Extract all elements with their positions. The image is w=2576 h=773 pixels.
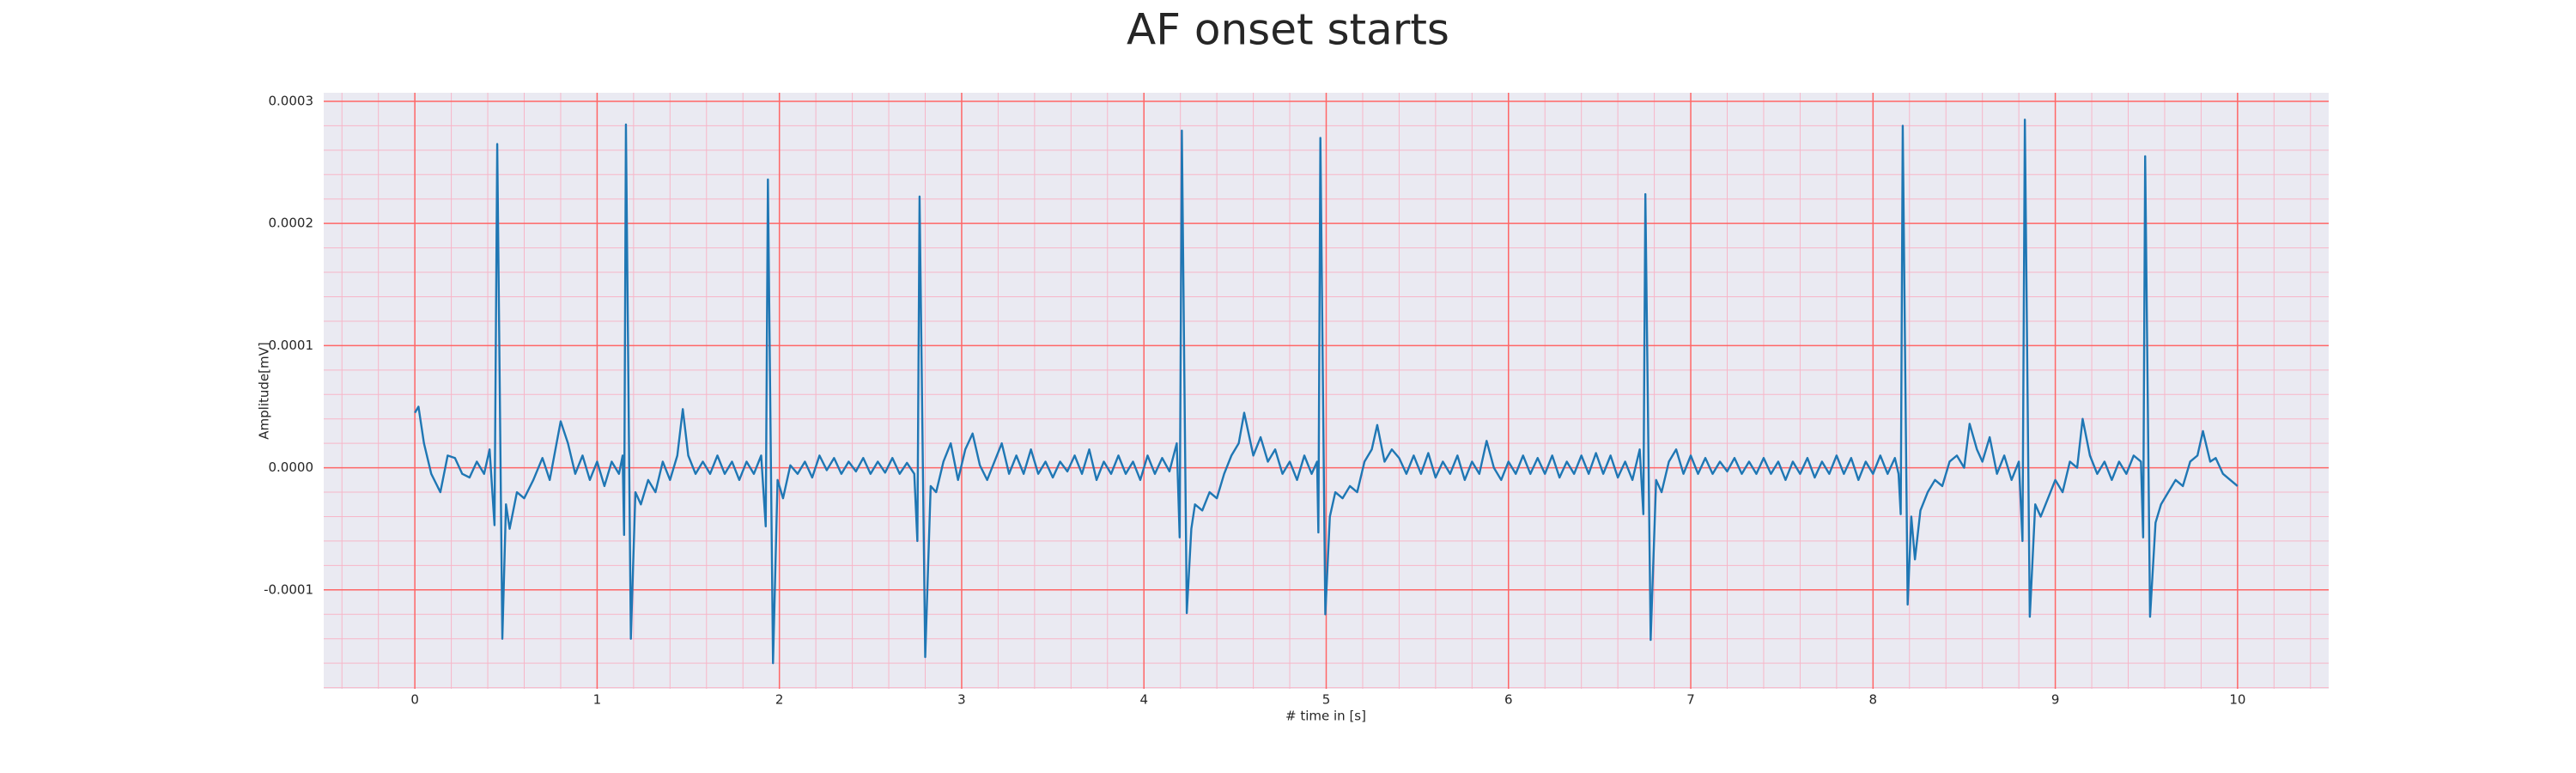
x-tick-label: 10	[2229, 692, 2245, 708]
x-tick-label: 1	[593, 692, 602, 708]
x-tick-label: 3	[957, 692, 966, 708]
plot-area	[414, 119, 2239, 665]
x-tick-label: 8	[1869, 692, 1878, 708]
x-tick-label: 2	[775, 692, 784, 708]
x-tick-label: 9	[2051, 692, 2060, 708]
y-tick-label: 0.0003	[269, 93, 314, 108]
y-tick-label: 0.0001	[269, 338, 314, 353]
y-tick-label: 0.0002	[269, 216, 314, 231]
x-tick-label: 4	[1139, 692, 1148, 708]
x-tick-label: 7	[1686, 692, 1695, 708]
chart-title: AF onset starts	[1127, 5, 1449, 55]
x-axis-label: # time in [s]	[1285, 709, 1366, 724]
x-tick-label: 0	[410, 692, 419, 708]
x-tick-label: 6	[1504, 692, 1513, 708]
y-axis-label: Amplitude[mV]	[257, 342, 272, 439]
y-tick-label: -0.0001	[264, 581, 313, 597]
ecg-line	[414, 119, 2239, 665]
y-tick-label: 0.0000	[269, 460, 314, 475]
x-tick-label: 5	[1322, 692, 1331, 708]
